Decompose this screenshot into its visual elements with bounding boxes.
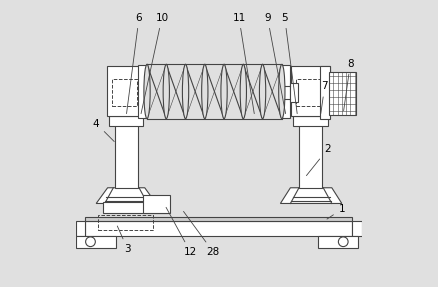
- Bar: [299, 125, 322, 188]
- Bar: [109, 115, 143, 126]
- Circle shape: [339, 237, 348, 247]
- Text: 4: 4: [93, 119, 114, 141]
- Polygon shape: [352, 221, 362, 236]
- Text: 9: 9: [264, 13, 286, 114]
- Bar: [85, 221, 352, 236]
- Ellipse shape: [201, 64, 208, 119]
- Text: 28: 28: [184, 212, 220, 257]
- Bar: [320, 66, 329, 119]
- Bar: [85, 217, 352, 221]
- Bar: [296, 79, 321, 106]
- Text: 7: 7: [321, 82, 328, 114]
- Text: 12: 12: [166, 207, 197, 257]
- Text: 8: 8: [344, 59, 354, 111]
- Text: 5: 5: [281, 13, 297, 114]
- Bar: [318, 236, 357, 248]
- Bar: [107, 66, 145, 116]
- Bar: [282, 65, 290, 118]
- Bar: [293, 115, 328, 126]
- Text: 3: 3: [117, 226, 131, 254]
- Bar: [76, 236, 116, 248]
- Polygon shape: [76, 221, 85, 236]
- Polygon shape: [280, 188, 342, 203]
- Text: 11: 11: [233, 13, 254, 114]
- Polygon shape: [96, 188, 156, 203]
- Ellipse shape: [182, 64, 189, 119]
- Ellipse shape: [144, 64, 150, 119]
- Bar: [115, 125, 138, 188]
- Ellipse shape: [279, 64, 285, 119]
- Ellipse shape: [259, 64, 266, 119]
- Ellipse shape: [163, 64, 170, 119]
- Bar: [290, 83, 298, 102]
- Text: 6: 6: [127, 13, 142, 114]
- Bar: [103, 202, 168, 214]
- Text: 1: 1: [327, 204, 345, 219]
- Bar: [112, 79, 137, 106]
- Bar: [329, 72, 356, 115]
- Text: 2: 2: [307, 144, 331, 176]
- Text: 10: 10: [141, 13, 169, 114]
- Bar: [291, 66, 329, 116]
- Circle shape: [85, 237, 95, 247]
- Ellipse shape: [221, 64, 227, 119]
- Bar: [98, 215, 153, 230]
- Bar: [143, 195, 170, 213]
- Ellipse shape: [240, 64, 247, 119]
- Bar: [138, 65, 147, 118]
